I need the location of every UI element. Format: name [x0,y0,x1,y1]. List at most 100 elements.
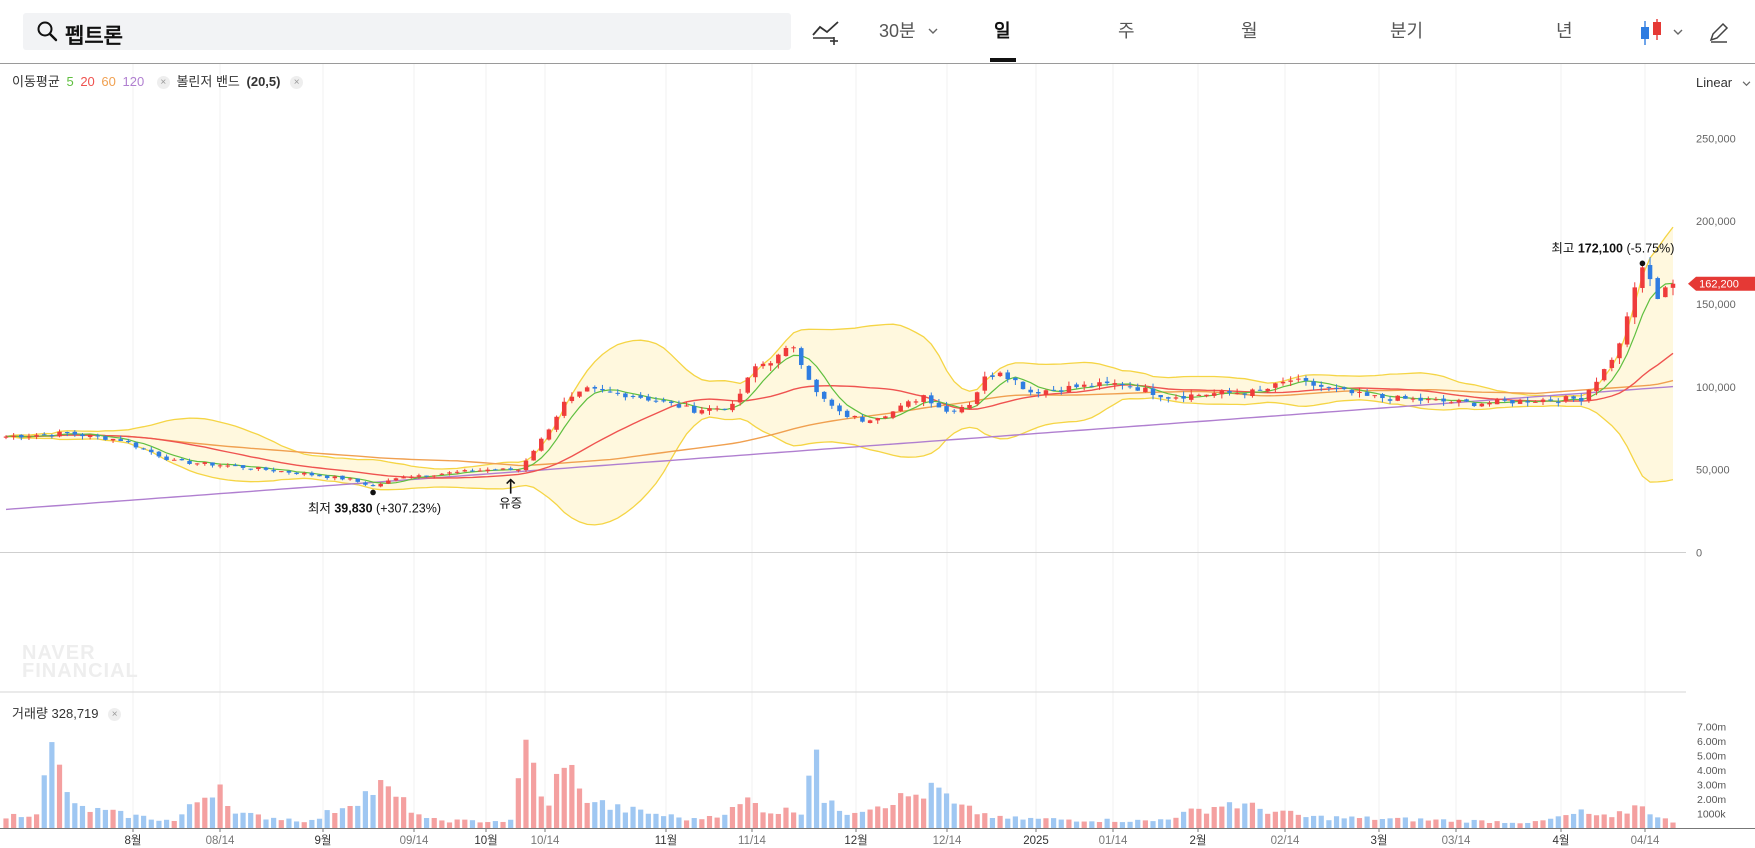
volume-bar [102,809,109,828]
candle-body [194,463,200,465]
candle-body [363,482,368,485]
candle-body [378,483,383,487]
search-query[interactable]: 펩트론 [65,25,123,48]
volume-bar [1540,820,1546,828]
search-box[interactable]: 펩트론 [23,13,791,50]
indicator-legend: 이동평균 5 20 60 120 × 볼린저 밴드 (20,5) × [12,71,306,90]
volume-bar [791,812,797,828]
volume-bar [56,764,63,828]
volume-bar [209,797,216,828]
candle-body [64,431,70,433]
remove-ma-close-icon[interactable]: × [156,76,170,89]
tab-month[interactable]: 월 [1241,21,1258,41]
candle-body [691,405,697,413]
price-chart[interactable]: 0 50,000 100,000 150,000 200,000 250,000 1000k… [0,64,1755,848]
volume-bar [630,806,636,828]
volume-bar [485,822,491,828]
chevron-down-icon[interactable] [1673,29,1683,36]
volume-tick-label: 5.00m [1697,751,1726,763]
volume-bar [1502,823,1508,828]
tab-week[interactable]: 주 [1118,21,1135,41]
candle-body [1403,395,1408,399]
volume-bar [1609,817,1615,828]
candle-body [49,435,55,437]
remove-bb-close-icon[interactable]: × [290,76,304,89]
volume-tick-label: 3.00m [1697,780,1726,792]
volume-bar [683,820,690,828]
candle-body [317,474,322,477]
tab-year[interactable]: 년 [1556,21,1573,41]
candle-body [164,456,169,460]
x-tick-label: 2월 [1190,834,1207,847]
candle-body [684,405,689,407]
search-icon [37,21,58,42]
candle-body [118,439,123,442]
candle-body [1441,398,1446,402]
interval-select[interactable]: 30분 [879,21,916,41]
volume-bar [1601,814,1607,828]
candle-body [722,408,728,410]
volume-bar [41,775,47,828]
volume-bar [1379,819,1386,828]
volume-bar [875,806,881,828]
candle-body [1303,378,1309,381]
bollinger-lower-line [5,397,1674,526]
volume-bar [836,810,843,828]
volume-bar [1226,802,1233,828]
volume-bar [1593,815,1600,828]
candle-body [1647,265,1653,280]
volume-bar [1211,807,1217,828]
candle-body [1502,399,1508,401]
volume-bar [959,804,965,828]
volume-bar [110,809,116,828]
volume-bar [1632,805,1638,828]
candle-body [1578,397,1584,402]
candle-body [1234,393,1240,395]
volume-bar [1479,820,1485,828]
candle-body [607,391,613,393]
candlestick-type-icon[interactable] [1638,18,1668,48]
candle-body [95,435,101,437]
volume-bar [1028,817,1034,828]
volume-bar [401,797,407,828]
candle-body [485,469,490,472]
volume-bar [1372,819,1378,828]
candle-body [600,388,605,391]
pencil-icon[interactable] [1707,20,1731,44]
candle-body [1120,383,1125,386]
volume-bar [500,821,506,828]
tab-quarter[interactable]: 분기 [1390,21,1424,41]
candle-body [1318,384,1324,387]
volume-bar [1104,818,1110,828]
chevron-down-icon[interactable] [928,28,938,35]
candle-body [730,403,735,411]
volume-bar [997,815,1003,828]
tab-day[interactable]: 일 [994,21,1011,41]
candle-body [217,465,223,467]
candle-body [370,485,376,487]
candle-body [1594,381,1599,392]
candle-body [126,440,131,443]
candle-body [1112,383,1118,385]
volume-bar [271,817,277,828]
x-tick-label: 01/14 [1099,835,1128,847]
candle-body [263,467,269,470]
candle-body [431,475,437,477]
volume-bar [347,806,353,828]
candle-body [921,395,926,402]
candle-body [1456,400,1462,403]
volume-bar [49,742,55,828]
candle-body [1143,387,1148,393]
volume-bar [171,820,177,828]
scale-select[interactable]: Linear [1696,75,1751,90]
candle-body [72,431,78,435]
remove-volume-close-icon[interactable]: × [108,708,122,721]
drawing-tool-icon[interactable] [810,18,842,46]
volume-bar [1280,810,1286,828]
volume-bar [890,804,896,828]
volume-bar [737,804,743,828]
volume-bar [33,814,40,828]
candle-body [1028,389,1033,393]
candle-body [87,434,93,438]
candle-body [179,459,185,461]
